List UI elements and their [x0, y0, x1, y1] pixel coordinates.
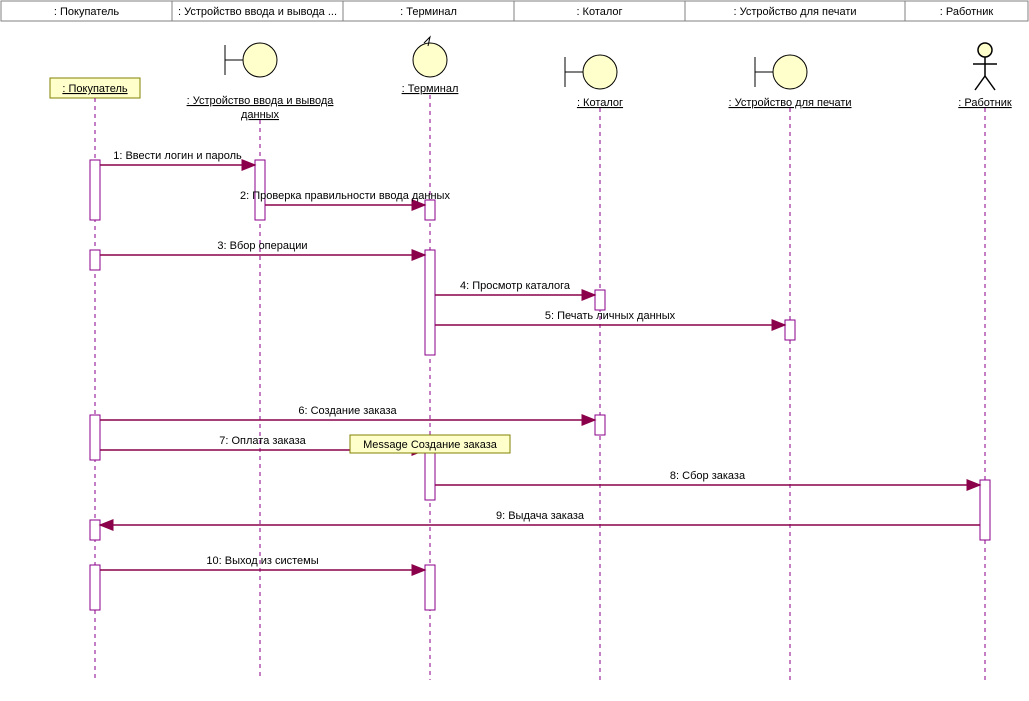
svg-text:: Терминал: : Терминал: [402, 83, 459, 95]
activation: [90, 415, 100, 460]
svg-text:Message Создание заказа: Message Создание заказа: [363, 439, 498, 451]
activation: [425, 565, 435, 610]
svg-text:: Терминал: : Терминал: [400, 6, 457, 18]
svg-text:6: Создание заказа: 6: Создание заказа: [298, 405, 397, 417]
activation: [595, 415, 605, 435]
svg-text:5: Печать личных данных: 5: Печать личных данных: [545, 310, 676, 322]
svg-text:: Покупатель: : Покупатель: [62, 83, 127, 95]
svg-text:: Устройство ввода и вывода: : Устройство ввода и вывода: [187, 95, 335, 107]
sequence-diagram: : Покупатель : Устройство ввода и вывода …: [0, 0, 1029, 701]
activation: [90, 565, 100, 610]
svg-text:: Устройство для печати: : Устройство для печати: [733, 6, 856, 18]
activation: [90, 250, 100, 270]
svg-text:: Работник: : Работник: [958, 97, 1012, 109]
activation: [785, 320, 795, 340]
svg-text:: Покупатель: : Покупатель: [54, 6, 119, 18]
svg-text:4: Просмотр каталога: 4: Просмотр каталога: [460, 280, 571, 292]
svg-text:: Коталог: : Коталог: [576, 6, 622, 18]
activation: [90, 160, 100, 220]
svg-text:10: Выход из системы: 10: Выход из системы: [206, 555, 318, 567]
svg-text:2: Проверка правильности ввода: 2: Проверка правильности ввода данных: [240, 190, 450, 202]
svg-text:8: Сбор заказа: 8: Сбор заказа: [670, 470, 746, 482]
svg-text:данных: данных: [241, 109, 280, 121]
svg-text:: Коталог: : Коталог: [577, 97, 623, 109]
svg-text:: Устройство ввода и вывода ..: : Устройство ввода и вывода ...: [178, 6, 337, 18]
activation: [425, 250, 435, 355]
svg-text:7: Оплата заказа: 7: Оплата заказа: [219, 435, 306, 447]
activation: [90, 520, 100, 540]
svg-text:3: Вбор операции: 3: Вбор операции: [217, 240, 307, 252]
svg-text:: Устройство для печати: : Устройство для печати: [728, 97, 851, 109]
svg-text:1: Ввести логин и пароль: 1: Ввести логин и пароль: [113, 150, 242, 162]
svg-text:: Работник: : Работник: [940, 6, 994, 18]
svg-text:9: Выдача заказа: 9: Выдача заказа: [496, 510, 585, 522]
activation: [595, 290, 605, 310]
activation: [425, 200, 435, 220]
activation: [980, 480, 990, 540]
